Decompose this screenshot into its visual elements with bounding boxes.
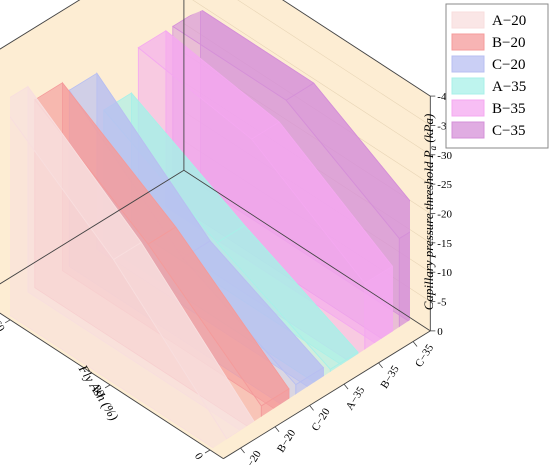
- z-tick-label-5: -25: [437, 179, 452, 191]
- grid-line-z-7: [237, 0, 431, 126]
- z-axis-title: Capillary pressure threshold Pa (kPa): [421, 114, 438, 311]
- legend-label-5: C−35: [492, 123, 525, 139]
- z-tick-label-6: -30: [437, 150, 452, 162]
- x-tick-mark-2: [309, 405, 314, 411]
- frame-back-bottom: [0, 169, 185, 285]
- y-tick-label-2: 60: [0, 318, 7, 334]
- legend-swatch-5: [451, 121, 485, 139]
- legend-label-1: B−20: [492, 35, 525, 51]
- z-axis-title-unit: (kPa): [421, 114, 436, 146]
- x-tick-mark-0: [240, 447, 245, 454]
- z-axis-title-main: Capillary pressure threshold: [421, 158, 436, 310]
- x-tick-label-0: A−20: [240, 448, 264, 465]
- frame-left-bottom: [0, 312, 224, 460]
- z-tick-labels: 0-5-10-15-20-25-30-35-40: [430, 91, 452, 338]
- x-tick-mark-1: [274, 426, 280, 432]
- legend-swatch-2: [451, 55, 485, 73]
- z-tick-label-4: -20: [437, 209, 452, 221]
- legend: A−20 B−20 C−20 A−35 B−35 C−35: [445, 3, 549, 149]
- z-tick-label-0: 0: [437, 326, 443, 338]
- slabs: [10, 8, 410, 450]
- legend-label-3: A−35: [492, 79, 526, 95]
- x-tick-mark-3: [343, 383, 349, 390]
- z-tick-label-2: -10: [437, 267, 452, 279]
- y-tick-mark-2: [4, 319, 11, 324]
- slab-A−20: [10, 85, 255, 450]
- legend-swatch-4: [451, 99, 485, 117]
- frame-top-right: [282, 0, 431, 97]
- frame-top-back: [0, 0, 81, 50]
- z-tick-label-3: -15: [437, 238, 452, 250]
- legend-swatch-1: [451, 33, 485, 51]
- legend-label-2: C−20: [492, 57, 525, 73]
- frame-right-bottom: [183, 169, 431, 332]
- x-tick-mark-4: [378, 362, 383, 369]
- legend-swatch-3: [451, 77, 485, 95]
- y-tick-mark-1: [104, 384, 111, 389]
- legend-label-4: B−35: [492, 101, 525, 117]
- frame-front-bottom: [223, 330, 431, 460]
- x-tick-mark-5: [412, 341, 418, 347]
- y-tick-label-0: 0: [192, 451, 205, 462]
- z-axis-title-subscript: a: [428, 145, 438, 150]
- grid-line-z-6: [192, 0, 431, 156]
- z-tick-label-1: -5: [437, 297, 447, 309]
- y-tick-mark-0: [204, 449, 211, 454]
- z-axis-title-symbol: P: [421, 150, 436, 159]
- legend-label-0: A−20: [492, 13, 526, 29]
- legend-swatch-0: [451, 11, 485, 29]
